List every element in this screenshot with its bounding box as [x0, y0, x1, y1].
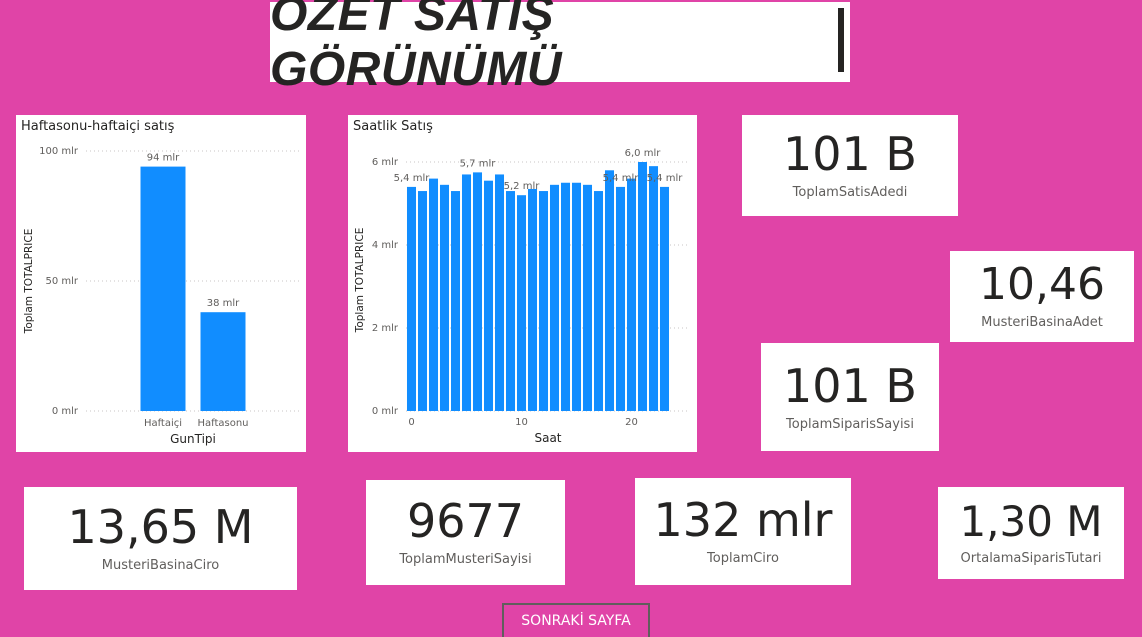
bar [637, 162, 648, 411]
card-musteri-basina-ciro[interactable]: 13,65 M MusteriBasinaCiro [24, 487, 297, 590]
bar [417, 191, 428, 411]
card-label: MusteriBasinaAdet [981, 315, 1103, 330]
bar [538, 191, 549, 411]
weekend-chart-svg: 0 mlr 50 mlr 100 mlr 94 mlr Haftaiçi 38 mlr Ha… [23, 146, 301, 446]
data-label: 38 mlr [207, 298, 240, 309]
y-axis-title: Toplam TOTALPRICE [354, 228, 366, 334]
bar [483, 180, 494, 411]
y-axis-title: Toplam TOTALPRICE [23, 229, 35, 335]
x-axis-title: GunTipi [170, 432, 216, 446]
bar [494, 174, 505, 411]
card-label: MusteriBasinaCiro [101, 558, 220, 573]
x-axis-title: Saat [534, 431, 561, 445]
bar [505, 191, 516, 411]
hourly-sales-chart[interactable]: Saatlik Satış 0 mlr 2 mlr 4 mlr 6 mlr 5,4 ml… [348, 115, 697, 452]
page-title: ÖZET SATIŞ GÖRÜNÜMÜ [270, 0, 562, 96]
bar [571, 182, 582, 411]
card-value: 10,46 [979, 259, 1105, 310]
bar [516, 195, 527, 411]
bar [582, 184, 593, 411]
card-label: ToplamSiparisSayisi [786, 416, 914, 432]
bar [461, 174, 472, 411]
card-toplam-siparis-sayisi[interactable]: 101 B ToplamSiparisSayisi [761, 343, 939, 451]
card-value: 13,65 M [67, 500, 254, 554]
card-value: 1,30 M [959, 496, 1103, 546]
card-label: ToplamMusteriSayisi [399, 552, 532, 567]
card-value: 101 B [783, 127, 917, 181]
card-label: ToplamSatisAdedi [792, 185, 908, 200]
bar [140, 166, 186, 411]
bar [659, 186, 670, 411]
card-label: OrtalamaSiparisTutari [960, 550, 1102, 566]
card-toplam-satis-adedi[interactable]: 101 B ToplamSatisAdedi [742, 115, 958, 216]
x-tick-label: Haftasonu [197, 418, 248, 429]
bar [549, 184, 560, 411]
y-tick-label: 0 mlr [372, 406, 399, 417]
next-page-button[interactable]: SONRAKİ SAYFA [502, 603, 650, 637]
hourly-chart-svg: 0 mlr 2 mlr 4 mlr 6 mlr 5,4 mlr 5,7 mlr 5,2 ml… [354, 148, 690, 445]
bar [527, 188, 538, 411]
card-ortalama-siparis-tutari[interactable]: 1,30 M OrtalamaSiparisTutari [938, 487, 1124, 579]
data-label: 5,4 mlr [394, 173, 431, 184]
card-value: 9677 [406, 494, 525, 548]
card-musteri-basina-adet[interactable]: 10,46 MusteriBasinaAdet [950, 251, 1134, 342]
bar [406, 186, 417, 411]
bar [472, 172, 483, 411]
card-label: ToplamCiro [707, 551, 779, 566]
weekend-chart-title: Haftasonu-haftaiçi satış [21, 119, 175, 134]
weekend-sales-chart[interactable]: Haftasonu-haftaiçi satış 0 mlr 50 mlr 100 … [16, 115, 306, 452]
bar [626, 178, 637, 411]
bar [604, 170, 615, 411]
bar [439, 184, 450, 411]
text-cursor [838, 8, 844, 72]
bar [593, 191, 604, 411]
card-toplam-musteri-sayisi[interactable]: 9677 ToplamMusteriSayisi [366, 480, 565, 585]
hourly-chart-title: Saatlik Satış [353, 119, 433, 134]
y-tick-label: 50 mlr [45, 276, 78, 287]
x-tick-label: 20 [625, 417, 638, 428]
bar [615, 186, 626, 411]
x-tick-label: Haftaiçi [144, 418, 182, 429]
y-tick-label: 6 mlr [372, 157, 399, 168]
bar [450, 191, 461, 411]
x-tick-label: 0 [408, 417, 414, 428]
x-tick-label: 10 [515, 417, 528, 428]
data-label: 5,7 mlr [460, 158, 497, 169]
page-title-box: ÖZET SATIŞ GÖRÜNÜMÜ [270, 0, 850, 96]
data-label: 5,2 mlr [504, 181, 541, 192]
data-label: 5,4 mlr [647, 173, 684, 184]
bar [428, 178, 439, 411]
y-tick-label: 2 mlr [372, 323, 399, 334]
bar [200, 312, 246, 411]
y-tick-label: 0 mlr [52, 406, 79, 417]
y-tick-label: 100 mlr [39, 146, 79, 157]
bar [560, 182, 571, 411]
y-tick-label: 4 mlr [372, 240, 399, 251]
data-label: 6,0 mlr [625, 148, 662, 159]
card-toplam-ciro[interactable]: 132 mlr ToplamCiro [635, 478, 851, 585]
data-label: 94 mlr [147, 153, 180, 164]
data-label: 5,4 mlr [603, 173, 640, 184]
card-value: 132 mlr [653, 493, 833, 547]
card-value: 101 B [783, 358, 917, 413]
bar [648, 166, 659, 411]
